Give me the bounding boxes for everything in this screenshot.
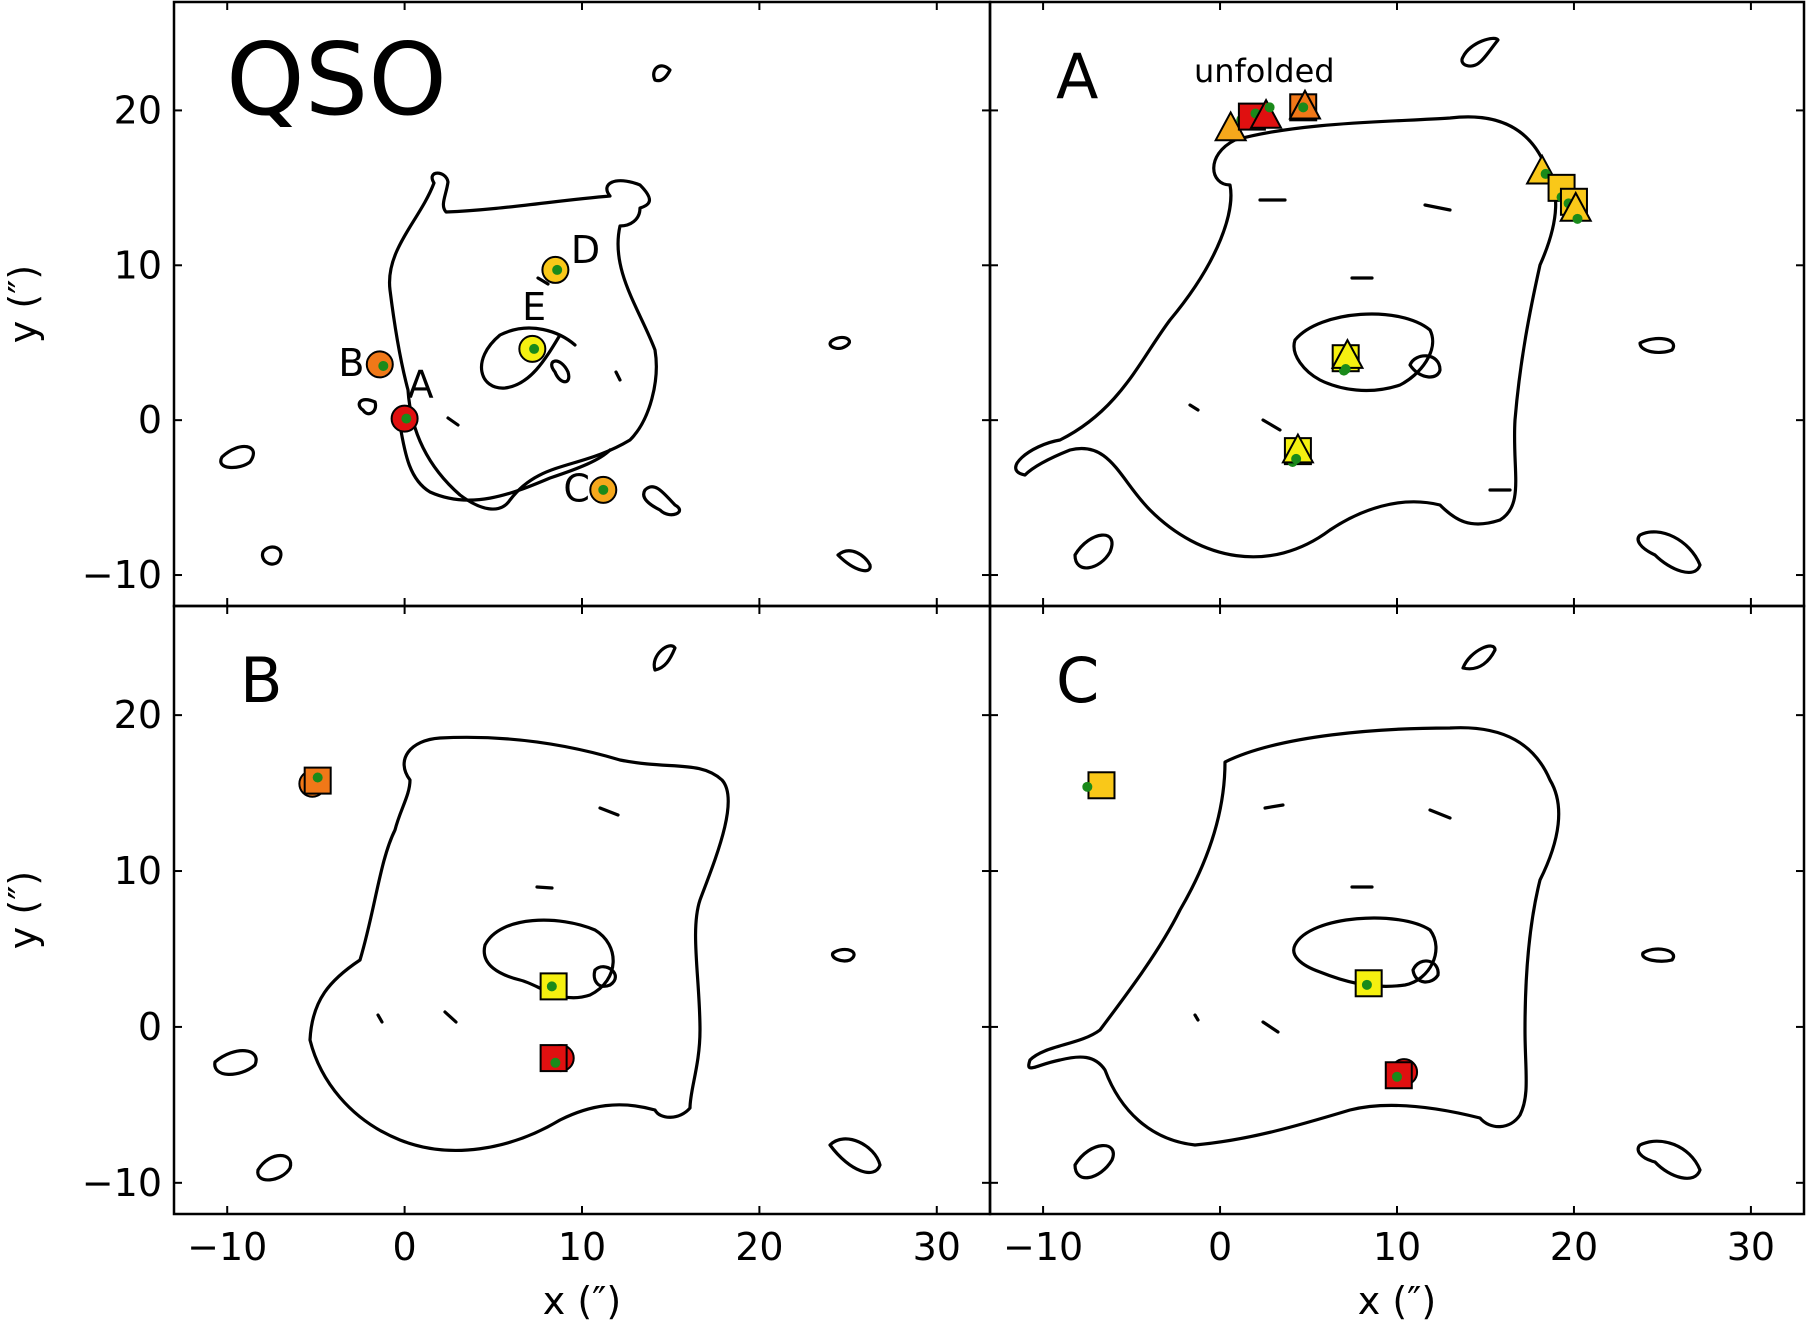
image-label: E <box>522 285 546 329</box>
source-dot <box>598 484 609 495</box>
x-tick-label: 10 <box>558 1225 606 1269</box>
y-tick-label: 10 <box>114 243 162 287</box>
x-axis-label: x (″) <box>543 1279 621 1323</box>
x-tick-label: −10 <box>187 1225 267 1269</box>
x-tick-label: 30 <box>1727 1225 1775 1269</box>
x-tick-label: 10 <box>1373 1225 1421 1269</box>
x-tick-label: 20 <box>735 1225 783 1269</box>
panel-frame <box>988 0 1806 608</box>
source-dot <box>1264 102 1275 113</box>
y-tick-label: −10 <box>82 553 162 597</box>
critical-curves-qso <box>219 64 872 573</box>
source-dot <box>550 1057 561 1068</box>
critical-curves-b <box>213 644 882 1182</box>
panel-C: −10 0 10 20 30 x (″) C <box>988 604 1806 1323</box>
source-dot <box>378 360 389 371</box>
image-label: B <box>338 341 364 385</box>
source-dot <box>401 413 412 424</box>
panel-qso: −10 0 10 20 y (″) QSO AB C DE <box>1 0 992 608</box>
panel-title: B <box>240 644 283 717</box>
panel-frame <box>172 604 992 1216</box>
image-label: A <box>408 363 434 407</box>
image-label: D <box>571 228 600 272</box>
y-tick-label: 0 <box>138 398 162 442</box>
source-dot <box>1340 364 1351 375</box>
source-dot <box>552 264 563 275</box>
square-marker <box>1087 771 1116 800</box>
source-dot <box>312 772 323 783</box>
source-dot <box>529 343 540 354</box>
x-tick-label: 20 <box>1550 1225 1598 1269</box>
source-dot <box>1298 102 1309 113</box>
y-tick-label: 20 <box>114 693 162 737</box>
panel-B: −10 0 10 20 30 −10 0 10 20 x (″) y (″) B <box>1 604 992 1323</box>
source-dot <box>1082 781 1093 792</box>
image-label: C <box>563 466 590 510</box>
source-dot <box>546 981 557 992</box>
y-tick-label: −10 <box>82 1161 162 1205</box>
x-tick-label: 30 <box>913 1225 961 1269</box>
x-tick-label: −10 <box>1003 1225 1083 1269</box>
x-tick-label: 0 <box>1208 1225 1232 1269</box>
panel-title: QSO <box>226 21 447 138</box>
source-dot <box>1392 1071 1402 1082</box>
source-dot <box>1572 213 1583 224</box>
y-axis-label: y (″) <box>1 265 45 343</box>
y-tick-label: 10 <box>114 849 162 893</box>
x-axis-label: x (″) <box>1358 1279 1436 1323</box>
panel-frame <box>988 604 1806 1216</box>
panel-title: C <box>1056 644 1099 717</box>
y-axis-label: y (″) <box>1 871 45 949</box>
triangle-marker <box>1249 97 1283 129</box>
y-tick-label: 20 <box>114 88 162 132</box>
panel-subtitle: unfolded <box>1194 52 1335 90</box>
square-marker <box>1384 1061 1413 1090</box>
critical-curves-c <box>1027 644 1702 1180</box>
source-dot <box>1291 453 1302 464</box>
source-dot <box>1361 979 1372 990</box>
y-tick-label: 0 <box>138 1005 162 1049</box>
critical-curves-a <box>1014 36 1702 574</box>
x-tick-label: 0 <box>393 1225 417 1269</box>
panel-title: A <box>1056 40 1098 113</box>
